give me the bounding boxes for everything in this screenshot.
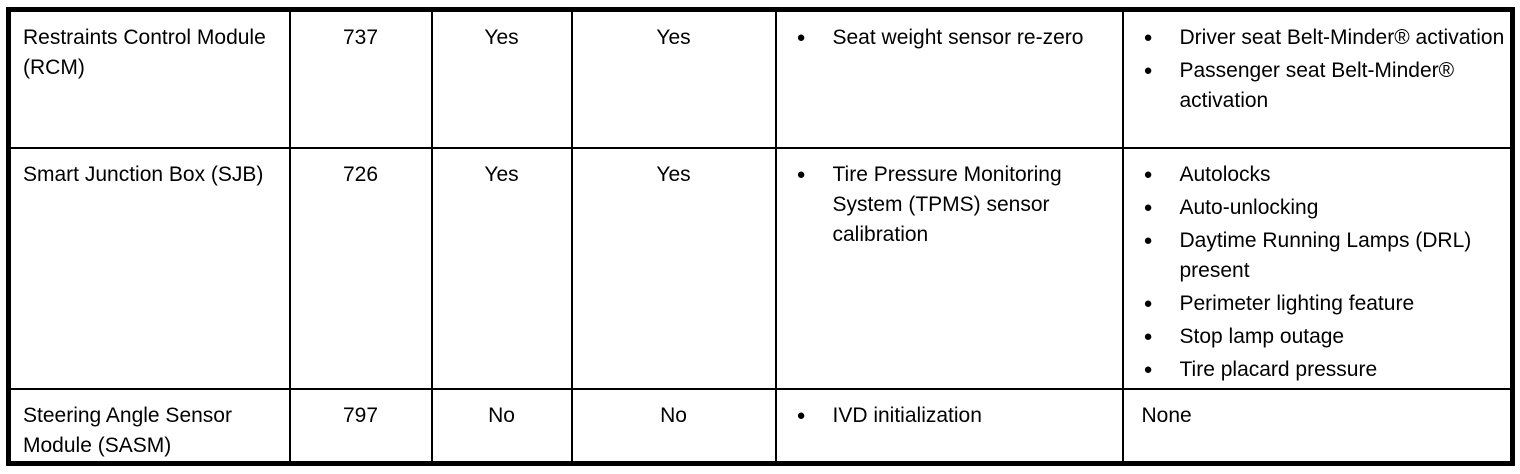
list-item: ● Auto-unlocking [1142, 193, 1507, 223]
procedures-cell-list: ● Seat weight sensor re-zero [795, 23, 1118, 53]
list-item-text: Daytime Running Lamps (DRL) present [1179, 228, 1472, 282]
table-row: Steering Angle Sensor Module (SASM) 797 No… [7, 387, 1514, 464]
module-address-cell: 726 [288, 146, 433, 390]
list-item-text: Auto-unlocking [1179, 195, 1319, 219]
bullet-icon: ● [1143, 231, 1153, 249]
flag2-cell: Yes [570, 8, 777, 149]
features-cell: None [1121, 387, 1514, 464]
features-cell: ● Driver seat Belt-Minder® activation ● Pas… [1121, 8, 1514, 149]
table-row: Smart Junction Box (SJB) 726 Yes Yes ● Tire P… [7, 146, 1514, 390]
procedures-cell: ● IVD initialization [774, 387, 1124, 464]
bullet-icon: ● [796, 165, 806, 183]
module-name-cell: Restraints Control Module (RCM) [7, 8, 291, 149]
flag1-cell: Yes [430, 146, 573, 390]
flag1-cell: No [430, 387, 573, 464]
bullet-icon: ● [796, 406, 806, 424]
list-item-text: Seat weight sensor re-zero [832, 26, 1084, 49]
bullet-icon: ● [1143, 165, 1153, 183]
flag2-cell: No [570, 387, 777, 464]
procedures-cell-list: ● IVD initialization [795, 401, 1118, 431]
module-name-cell: Steering Angle Sensor Module (SASM) [7, 387, 291, 464]
list-item-text: Perimeter lighting feature [1179, 291, 1415, 315]
procedures-cell-list: ● Tire Pressure Monitoring System (TPMS) … [795, 160, 1118, 250]
flag1-cell: Yes [430, 8, 573, 149]
table-row: Restraints Control Module (RCM) 737 Yes Yes… [7, 8, 1514, 149]
list-item: ● Tire Pressure Monitoring System (TPMS) … [795, 160, 1118, 250]
procedures-cell: ● Tire Pressure Monitoring System (TPMS) … [774, 146, 1124, 390]
bullet-icon: ● [1143, 360, 1153, 378]
module-address-cell: 797 [288, 387, 433, 464]
list-item-text: IVD initialization [832, 403, 982, 427]
list-item-text: Driver seat Belt-Minder® activation [1179, 26, 1505, 49]
bullet-icon: ● [1143, 29, 1153, 46]
list-item: ● Daytime Running Lamps (DRL) present [1142, 226, 1507, 286]
procedures-cell: ● Seat weight sensor re-zero [774, 8, 1124, 149]
features-cell-list: ● Driver seat Belt-Minder® activation ● Pas… [1142, 23, 1507, 116]
list-item-text: Tire placard pressure [1179, 357, 1378, 381]
list-item-text: Autolocks [1179, 162, 1271, 186]
bullet-icon: ● [796, 29, 806, 46]
list-item: ● Stop lamp outage [1142, 322, 1507, 352]
module-name-cell: Smart Junction Box (SJB) [7, 146, 291, 390]
bullet-icon: ● [1143, 198, 1153, 216]
flag2-cell: Yes [570, 146, 777, 390]
list-item: ● Perimeter lighting feature [1142, 289, 1507, 319]
table-body: Restraints Control Module (RCM) 737 Yes Yes… [7, 8, 1514, 464]
list-item-text: Stop lamp outage [1179, 324, 1345, 348]
module-programming-table: Restraints Control Module (RCM) 737 Yes Yes… [6, 7, 1515, 466]
list-item: ● Passenger seat Belt-Minder® activation [1142, 56, 1507, 116]
list-item: ● Autolocks [1142, 160, 1507, 190]
list-item: ● Tire placard pressure [1142, 355, 1507, 385]
none-value: None [1141, 403, 1192, 427]
features-cell: ● Autolocks ● Auto-unlocking ● Daytime Runnin… [1121, 146, 1514, 390]
features-cell-list: ● Autolocks ● Auto-unlocking ● Daytime Runnin… [1142, 160, 1507, 385]
list-item: ● IVD initialization [795, 401, 1118, 431]
list-item-text: Passenger seat Belt-Minder® activation [1179, 59, 1455, 112]
bullet-icon: ● [1143, 62, 1153, 79]
module-address-cell: 737 [288, 8, 433, 149]
bullet-icon: ● [1143, 294, 1153, 312]
list-item: ● Seat weight sensor re-zero [795, 23, 1118, 53]
list-item: ● Driver seat Belt-Minder® activation [1142, 23, 1507, 53]
bullet-icon: ● [1143, 327, 1153, 345]
list-item-text: Tire Pressure Monitoring System (TPMS) s… [832, 162, 1062, 246]
